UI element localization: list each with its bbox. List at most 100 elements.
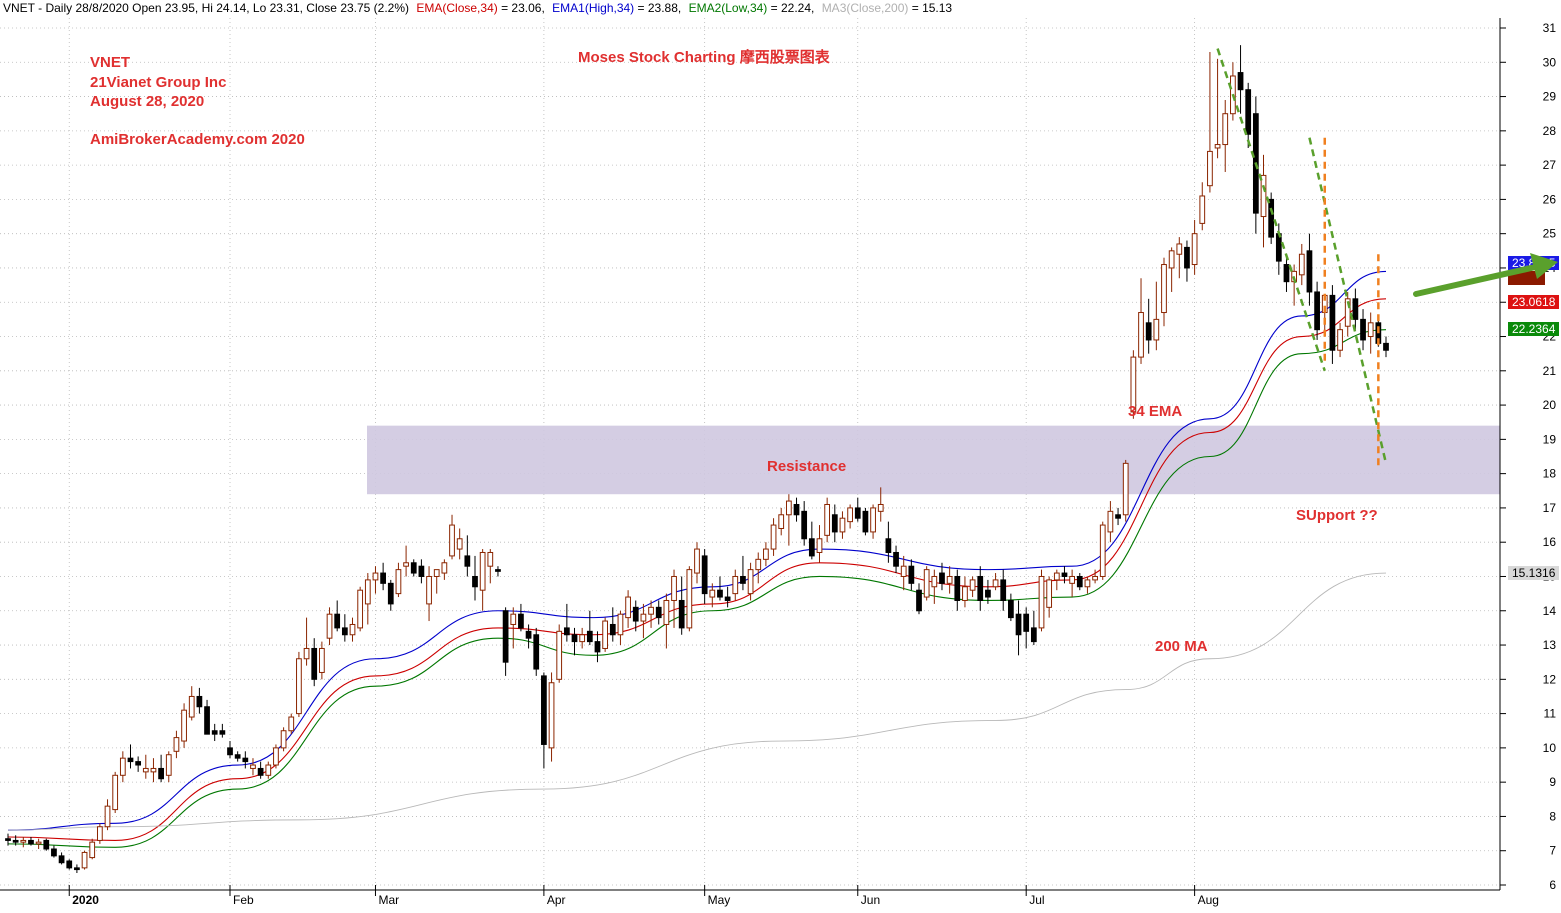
- candle-body: [1161, 264, 1167, 314]
- candle-body: [89, 841, 96, 859]
- candle: [349, 617, 356, 642]
- candle: [579, 627, 586, 649]
- candle-body: [648, 606, 654, 615]
- candle-body: [280, 730, 287, 749]
- candle-body: [916, 589, 922, 612]
- candle-body: [709, 589, 716, 598]
- candle-body: [1314, 291, 1320, 331]
- y-tick-label: 26: [1543, 192, 1557, 206]
- candle-body: [1115, 514, 1121, 519]
- candle: [778, 507, 785, 536]
- candle-body: [433, 569, 440, 577]
- candle-body: [1237, 72, 1244, 91]
- candle-body: [1046, 579, 1053, 608]
- candle: [158, 754, 164, 783]
- candle: [135, 756, 142, 772]
- candle-body: [43, 839, 50, 850]
- candle-body: [632, 606, 639, 622]
- candle-body: [763, 548, 769, 560]
- candle-body: [58, 855, 65, 864]
- candle: [977, 566, 984, 611]
- candle-body: [204, 706, 210, 735]
- y-tick-label: 10: [1543, 741, 1557, 755]
- candle: [1092, 569, 1098, 584]
- candle-body: [1344, 298, 1351, 327]
- candle: [1030, 610, 1037, 646]
- candle-body: [464, 555, 471, 567]
- y-tick-label: 25: [1543, 227, 1557, 241]
- candle: [288, 713, 295, 735]
- candle-body: [456, 538, 463, 550]
- candle-body: [977, 575, 984, 601]
- candle: [525, 624, 532, 649]
- candle-body: [1084, 579, 1091, 588]
- candle-body: [1168, 250, 1175, 269]
- candle-body: [694, 548, 700, 574]
- candle-body: [870, 507, 876, 533]
- candle-body: [395, 569, 402, 595]
- candle: [219, 723, 226, 738]
- candle-body: [1184, 246, 1190, 269]
- candle-body: [51, 848, 57, 857]
- candle: [5, 833, 11, 846]
- candle-body: [1383, 342, 1389, 351]
- candle: [1344, 291, 1351, 337]
- candle-body: [334, 613, 341, 629]
- y-tick-label: 31: [1543, 21, 1557, 35]
- candle-body: [1015, 613, 1022, 636]
- candle: [1360, 309, 1366, 351]
- candle-body: [1107, 510, 1114, 533]
- candle: [808, 521, 815, 560]
- candle: [1008, 593, 1014, 622]
- candle-body: [1138, 312, 1144, 358]
- candle: [923, 566, 930, 601]
- candle-body: [602, 620, 609, 649]
- candle: [464, 535, 471, 577]
- candle: [648, 600, 654, 628]
- candle-body: [946, 575, 953, 584]
- candle-body: [165, 754, 172, 776]
- candle-body: [66, 860, 73, 869]
- candle: [1015, 600, 1022, 656]
- candle: [962, 576, 968, 608]
- annotation-34-ema: 34 EMA: [1128, 403, 1182, 420]
- candle: [1138, 278, 1144, 364]
- candle: [609, 607, 616, 642]
- candle: [66, 859, 73, 870]
- candle-body: [28, 839, 34, 845]
- candle: [28, 837, 34, 846]
- candle-body: [571, 634, 578, 643]
- candle: [594, 631, 601, 663]
- y-tick-label: 30: [1543, 55, 1557, 69]
- candle-body: [96, 826, 103, 841]
- price-tag-close-marker: [1508, 271, 1545, 285]
- candle: [625, 590, 631, 628]
- annotation-charting: Moses Stock Charting 摩西股票图表: [578, 48, 831, 66]
- candle-body: [793, 503, 800, 516]
- candle-body: [939, 572, 945, 584]
- candle: [1069, 569, 1075, 598]
- candle-body: [969, 579, 976, 591]
- candle-body: [173, 737, 180, 752]
- ema-low-line: [7, 329, 1387, 848]
- candle: [1260, 154, 1267, 248]
- price-tag-ema-close: 23.0618: [1508, 295, 1559, 309]
- candle-body: [349, 623, 356, 636]
- candle-body: [273, 747, 279, 766]
- candle: [311, 638, 318, 687]
- candle: [410, 559, 417, 577]
- candle: [686, 566, 693, 632]
- candle-body: [808, 538, 815, 557]
- x-tick-label: Feb: [233, 893, 254, 907]
- candle-body: [747, 569, 754, 595]
- candle-body: [686, 569, 693, 629]
- y-tick-label: 11: [1544, 707, 1557, 721]
- price-tag-close-marker-bg: [1508, 271, 1545, 285]
- candle: [709, 583, 716, 608]
- candle: [969, 576, 976, 598]
- candle-body: [877, 503, 884, 512]
- candle: [58, 852, 65, 865]
- candle-body: [472, 575, 478, 588]
- candle: [364, 573, 371, 625]
- candle-body: [142, 767, 149, 773]
